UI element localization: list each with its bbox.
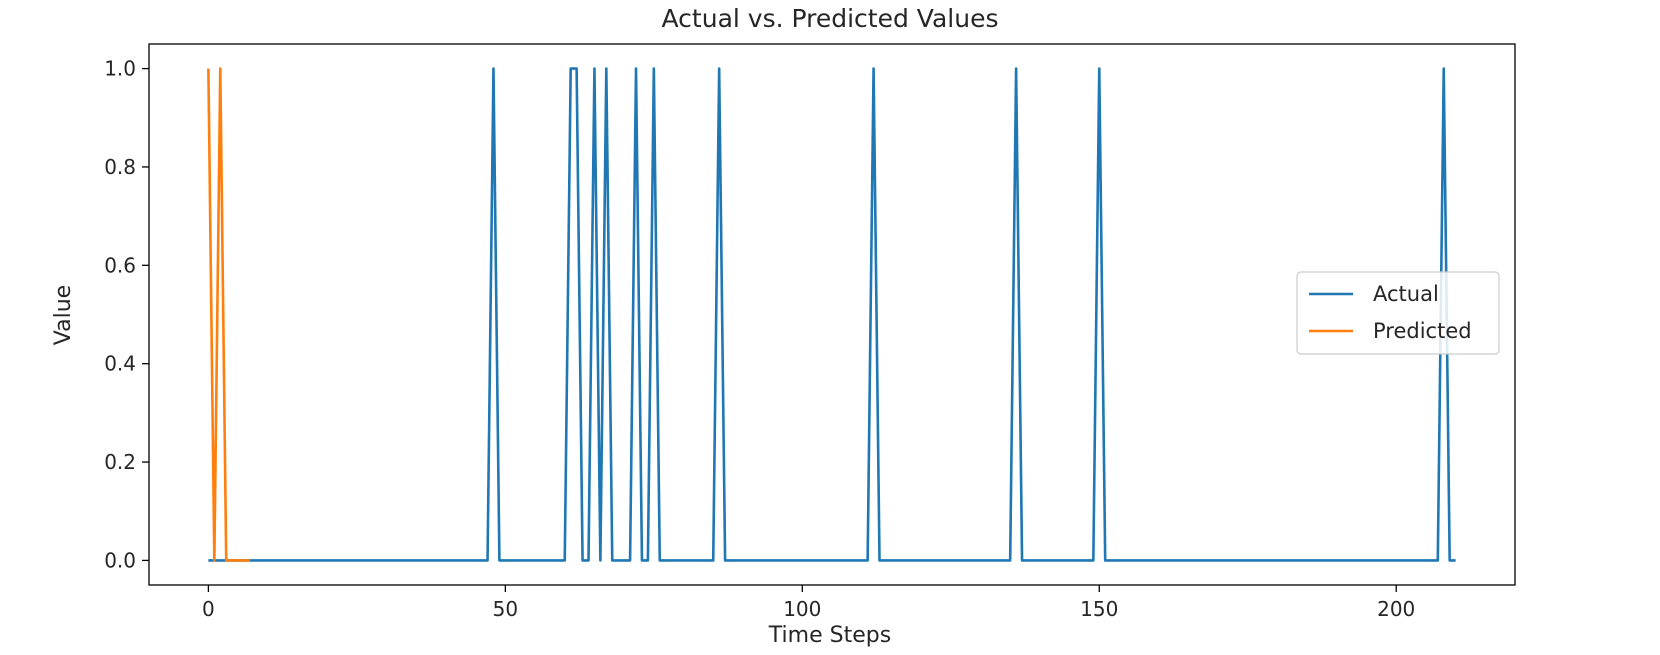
- x-tick-label: 200: [1377, 597, 1415, 621]
- legend-label-actual: Actual: [1373, 282, 1439, 306]
- legend-label-predicted: Predicted: [1373, 319, 1472, 343]
- x-tick-label: 0: [202, 597, 215, 621]
- y-tick-label: 0.2: [104, 450, 136, 474]
- y-axis-label: Value: [51, 285, 76, 345]
- series-line-predicted: [207, 67, 250, 562]
- y-tick-label: 0.4: [104, 352, 136, 376]
- y-tick-label: 0.8: [104, 155, 136, 179]
- chart-title: Actual vs. Predicted Values: [662, 4, 999, 33]
- x-tick-label: 100: [783, 597, 821, 621]
- series-line-actual: [208, 67, 1456, 562]
- x-axis-label: Time Steps: [768, 623, 891, 648]
- y-tick-label: 1.0: [104, 57, 136, 81]
- x-tick-label: 50: [493, 597, 518, 621]
- y-tick-label: 0.0: [104, 548, 136, 572]
- x-tick-label: 150: [1080, 597, 1118, 621]
- legend: Actual Predicted: [1296, 271, 1500, 355]
- axes-frame: [148, 43, 1516, 586]
- plot-area: 0 50 100 150 200 0.0 0.2 0.4 0.6 0.8 1.0: [104, 43, 1516, 621]
- y-tick-label: 0.6: [104, 253, 136, 277]
- legend-box: [1296, 271, 1500, 355]
